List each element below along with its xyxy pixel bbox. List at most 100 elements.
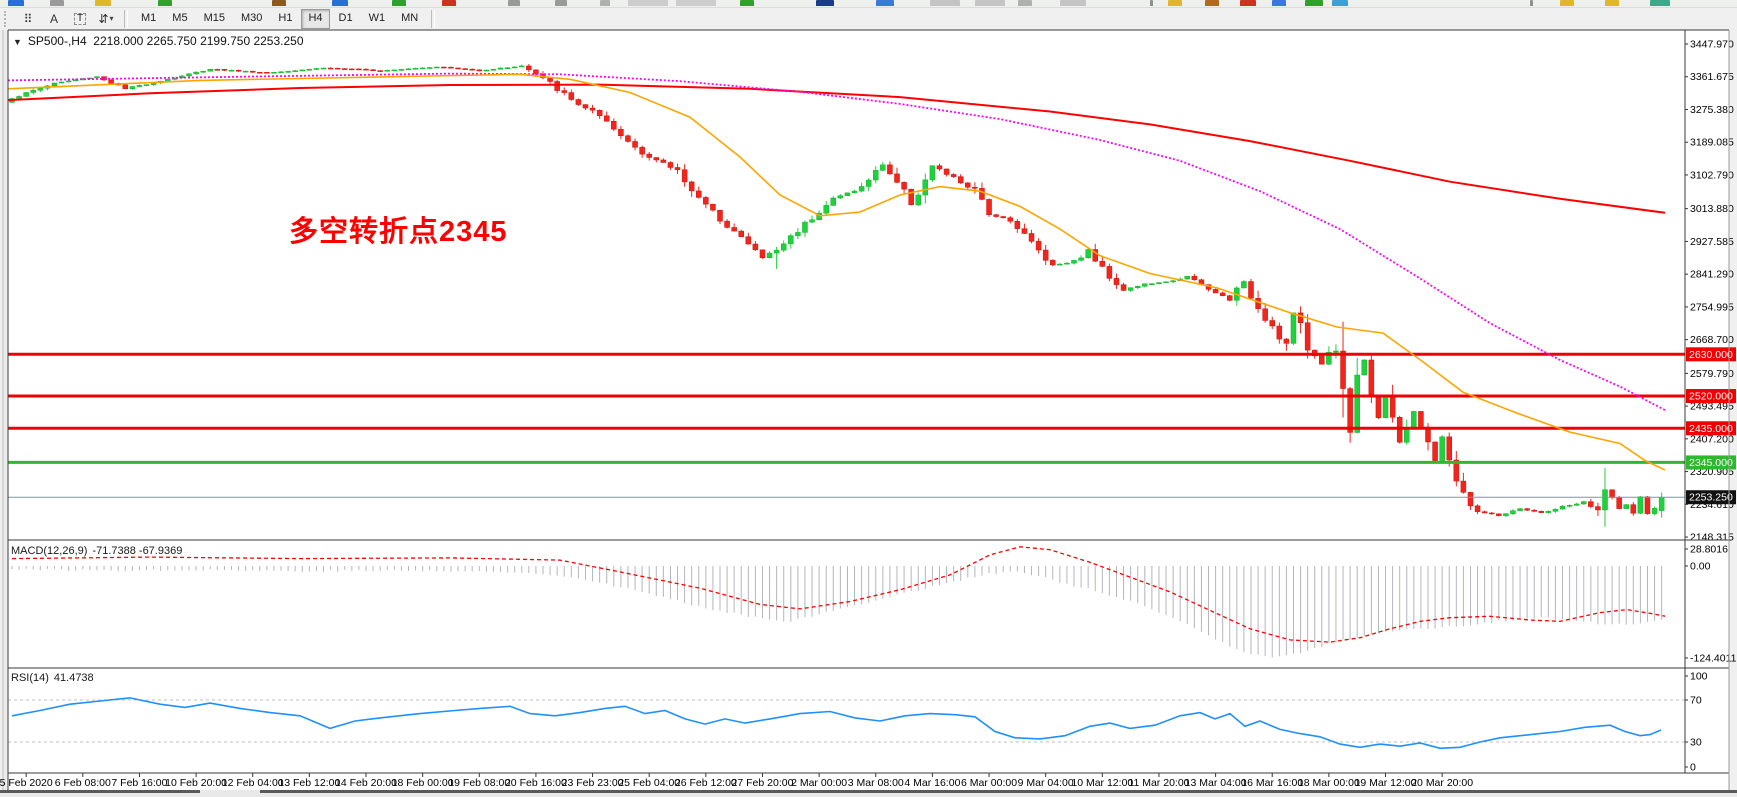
svg-text:16 Mar 16:00: 16 Mar 16:00	[1241, 777, 1303, 789]
clipped-toolbar-icon[interactable]	[1560, 0, 1574, 6]
clipped-toolbar-icon[interactable]	[676, 0, 716, 6]
grid-snap-icon[interactable]: ⠿	[23, 11, 33, 26]
svg-text:2841.290: 2841.290	[1690, 269, 1734, 281]
clipped-toolbar-icon[interactable]	[1205, 0, 1219, 6]
clipped-toolbar-icon[interactable]	[95, 0, 111, 6]
timeframe-button-M15[interactable]: M15	[203, 11, 225, 24]
text-box-icon[interactable]: T	[69, 9, 91, 28]
stamps-dropdown-icon[interactable]: ⇵ ▾	[98, 11, 114, 26]
clipped-toolbar-icon[interactable]	[158, 0, 172, 6]
clipped-toolbar-icon[interactable]	[1240, 0, 1256, 6]
svg-text:5 Feb 2020: 5 Feb 2020	[0, 777, 53, 789]
svg-text:18 Mar 00:00: 18 Mar 00:00	[1298, 777, 1360, 789]
svg-text:2927.585: 2927.585	[1690, 236, 1734, 248]
clipped-toolbar-icon[interactable]	[1605, 0, 1619, 6]
svg-text:19 Mar 12:00: 19 Mar 12:00	[1355, 777, 1417, 789]
chart-menu-icon[interactable]: ▼	[13, 37, 22, 47]
bottom-scrollbar-segment[interactable]	[260, 790, 1737, 793]
clipped-toolbar-icon[interactable]	[392, 0, 406, 6]
clipped-toolbar-icon[interactable]	[442, 0, 456, 6]
timeframe-button-W1[interactable]: W1	[368, 11, 386, 24]
clipped-toolbar-icon[interactable]	[1650, 0, 1670, 6]
svg-text:2579.790: 2579.790	[1690, 368, 1734, 380]
clipped-toolbar-icon[interactable]	[1060, 0, 1086, 6]
svg-text:0.00: 0.00	[1690, 561, 1711, 573]
svg-text:30: 30	[1690, 737, 1702, 749]
clipped-toolbar-icon[interactable]	[1150, 0, 1153, 6]
svg-text:2754.995: 2754.995	[1690, 301, 1734, 313]
timeframe-button-H4[interactable]: H4	[301, 8, 330, 29]
clipped-toolbar-icon[interactable]	[272, 0, 286, 6]
timeframe-button-MN[interactable]: MN	[401, 11, 419, 24]
price-badge-2345.000: 2345.000	[1686, 455, 1736, 470]
price-axis[interactable]: 3447.970 3361.675 3275.380 3189.085 3102.790…	[1685, 39, 1737, 774]
svg-text:70: 70	[1690, 695, 1702, 707]
svg-text:18 Feb 00:00: 18 Feb 00:00	[392, 777, 454, 789]
svg-text:14 Feb 20:00: 14 Feb 20:00	[335, 777, 397, 789]
svg-text:2668.700: 2668.700	[1690, 334, 1734, 346]
svg-text:2148.315: 2148.315	[1690, 532, 1734, 544]
clipped-toolbar-icon[interactable]	[8, 0, 24, 6]
svg-text:3102.790: 3102.790	[1690, 169, 1734, 181]
svg-text:25 Feb 04:00: 25 Feb 04:00	[618, 777, 680, 789]
macd-values: -71.7388 -67.9369	[92, 545, 183, 557]
clipped-toolbar-icon[interactable]	[1332, 0, 1348, 6]
clipped-toolbar-icon[interactable]	[508, 0, 520, 6]
chart-title: ▼ SP500-,H4 2218.000 2265.750 2199.750 22…	[13, 34, 304, 48]
clipped-toolbar-icon[interactable]	[816, 0, 834, 6]
macd-panel	[11, 546, 1666, 658]
macd-signal-line	[11, 546, 1666, 643]
toolbar: ⠿ A T ⇵ ▾ M1 M5 M15 M30 H1 H4 D1 W1 MN	[0, 0, 1737, 29]
svg-text:2407.200: 2407.200	[1690, 433, 1734, 445]
svg-text:10 Feb 20:00: 10 Feb 20:00	[165, 777, 227, 789]
svg-text:2435.000: 2435.000	[1689, 423, 1733, 435]
clipped-toolbar-icon[interactable]	[600, 0, 610, 6]
clipped-toolbar-icon[interactable]	[876, 0, 894, 6]
clipped-toolbar-icon[interactable]	[1168, 0, 1182, 6]
svg-text:23 Feb 23:00: 23 Feb 23:00	[562, 777, 624, 789]
timeframe-button-M5[interactable]: M5	[172, 11, 188, 24]
svg-text:6 Mar 00:00: 6 Mar 00:00	[961, 777, 1017, 789]
svg-text:2345.000: 2345.000	[1689, 457, 1733, 469]
svg-text:26 Feb 12:00: 26 Feb 12:00	[675, 777, 737, 789]
svg-text:13 Mar 04:00: 13 Mar 04:00	[1185, 777, 1247, 789]
clipped-toolbar-icon[interactable]	[332, 0, 348, 6]
clipped-toolbar-icon[interactable]	[1272, 0, 1286, 6]
clipped-toolbar-icon[interactable]	[975, 0, 1005, 6]
rsi-line	[11, 697, 1662, 750]
chart-text-annotation[interactable]: 多空转折点2345	[289, 216, 508, 248]
svg-text:-124.4011: -124.4011	[1690, 652, 1737, 664]
svg-text:12 Feb 04:00: 12 Feb 04:00	[222, 777, 284, 789]
timeframe-button-M30[interactable]: M30	[240, 11, 263, 24]
timeframe-button-M1[interactable]: M1	[141, 11, 157, 24]
price-badge-2630.000: 2630.000	[1686, 347, 1736, 362]
price-badge-2253.250: 2253.250	[1686, 490, 1736, 505]
bottom-scrollbar-segment[interactable]	[0, 790, 200, 793]
svg-text:10 Mar 12:00: 10 Mar 12:00	[1071, 777, 1133, 789]
timeframe-button-group: M1 M5 M15 M30 H1 H4 D1 W1 MN	[133, 8, 426, 29]
price-badge-2520.000: 2520.000	[1686, 389, 1736, 404]
svg-text:3189.085: 3189.085	[1690, 137, 1734, 149]
clipped-toolbar-icon[interactable]	[740, 0, 754, 6]
svg-text:0: 0	[1690, 762, 1696, 774]
price-badge-2435.000: 2435.000	[1686, 421, 1736, 436]
svg-text:9 Mar 04:00: 9 Mar 04:00	[1018, 777, 1074, 789]
rsi-value: 41.4738	[53, 672, 94, 684]
svg-text:3275.380: 3275.380	[1690, 104, 1734, 116]
clipped-toolbar-icon[interactable]	[930, 0, 960, 6]
toolbar-drag-handle[interactable]	[4, 10, 11, 27]
chart-background	[8, 30, 1729, 790]
timeframe-button-H1[interactable]: H1	[278, 11, 293, 24]
clipped-toolbar-icon[interactable]	[50, 0, 64, 6]
text-label-icon[interactable]: A	[49, 11, 58, 26]
clipped-toolbar-icon[interactable]	[628, 0, 668, 6]
clipped-toolbar-icon[interactable]	[555, 0, 567, 6]
clipped-toolbar-icon[interactable]	[1530, 0, 1533, 6]
clipped-toolbar-icon[interactable]	[1305, 0, 1323, 6]
timeframe-button-D1[interactable]: D1	[338, 11, 353, 24]
toolbar-top-clipped-row	[0, 0, 1737, 8]
svg-text:100: 100	[1690, 671, 1708, 683]
clipped-toolbar-icon[interactable]	[1018, 0, 1032, 6]
